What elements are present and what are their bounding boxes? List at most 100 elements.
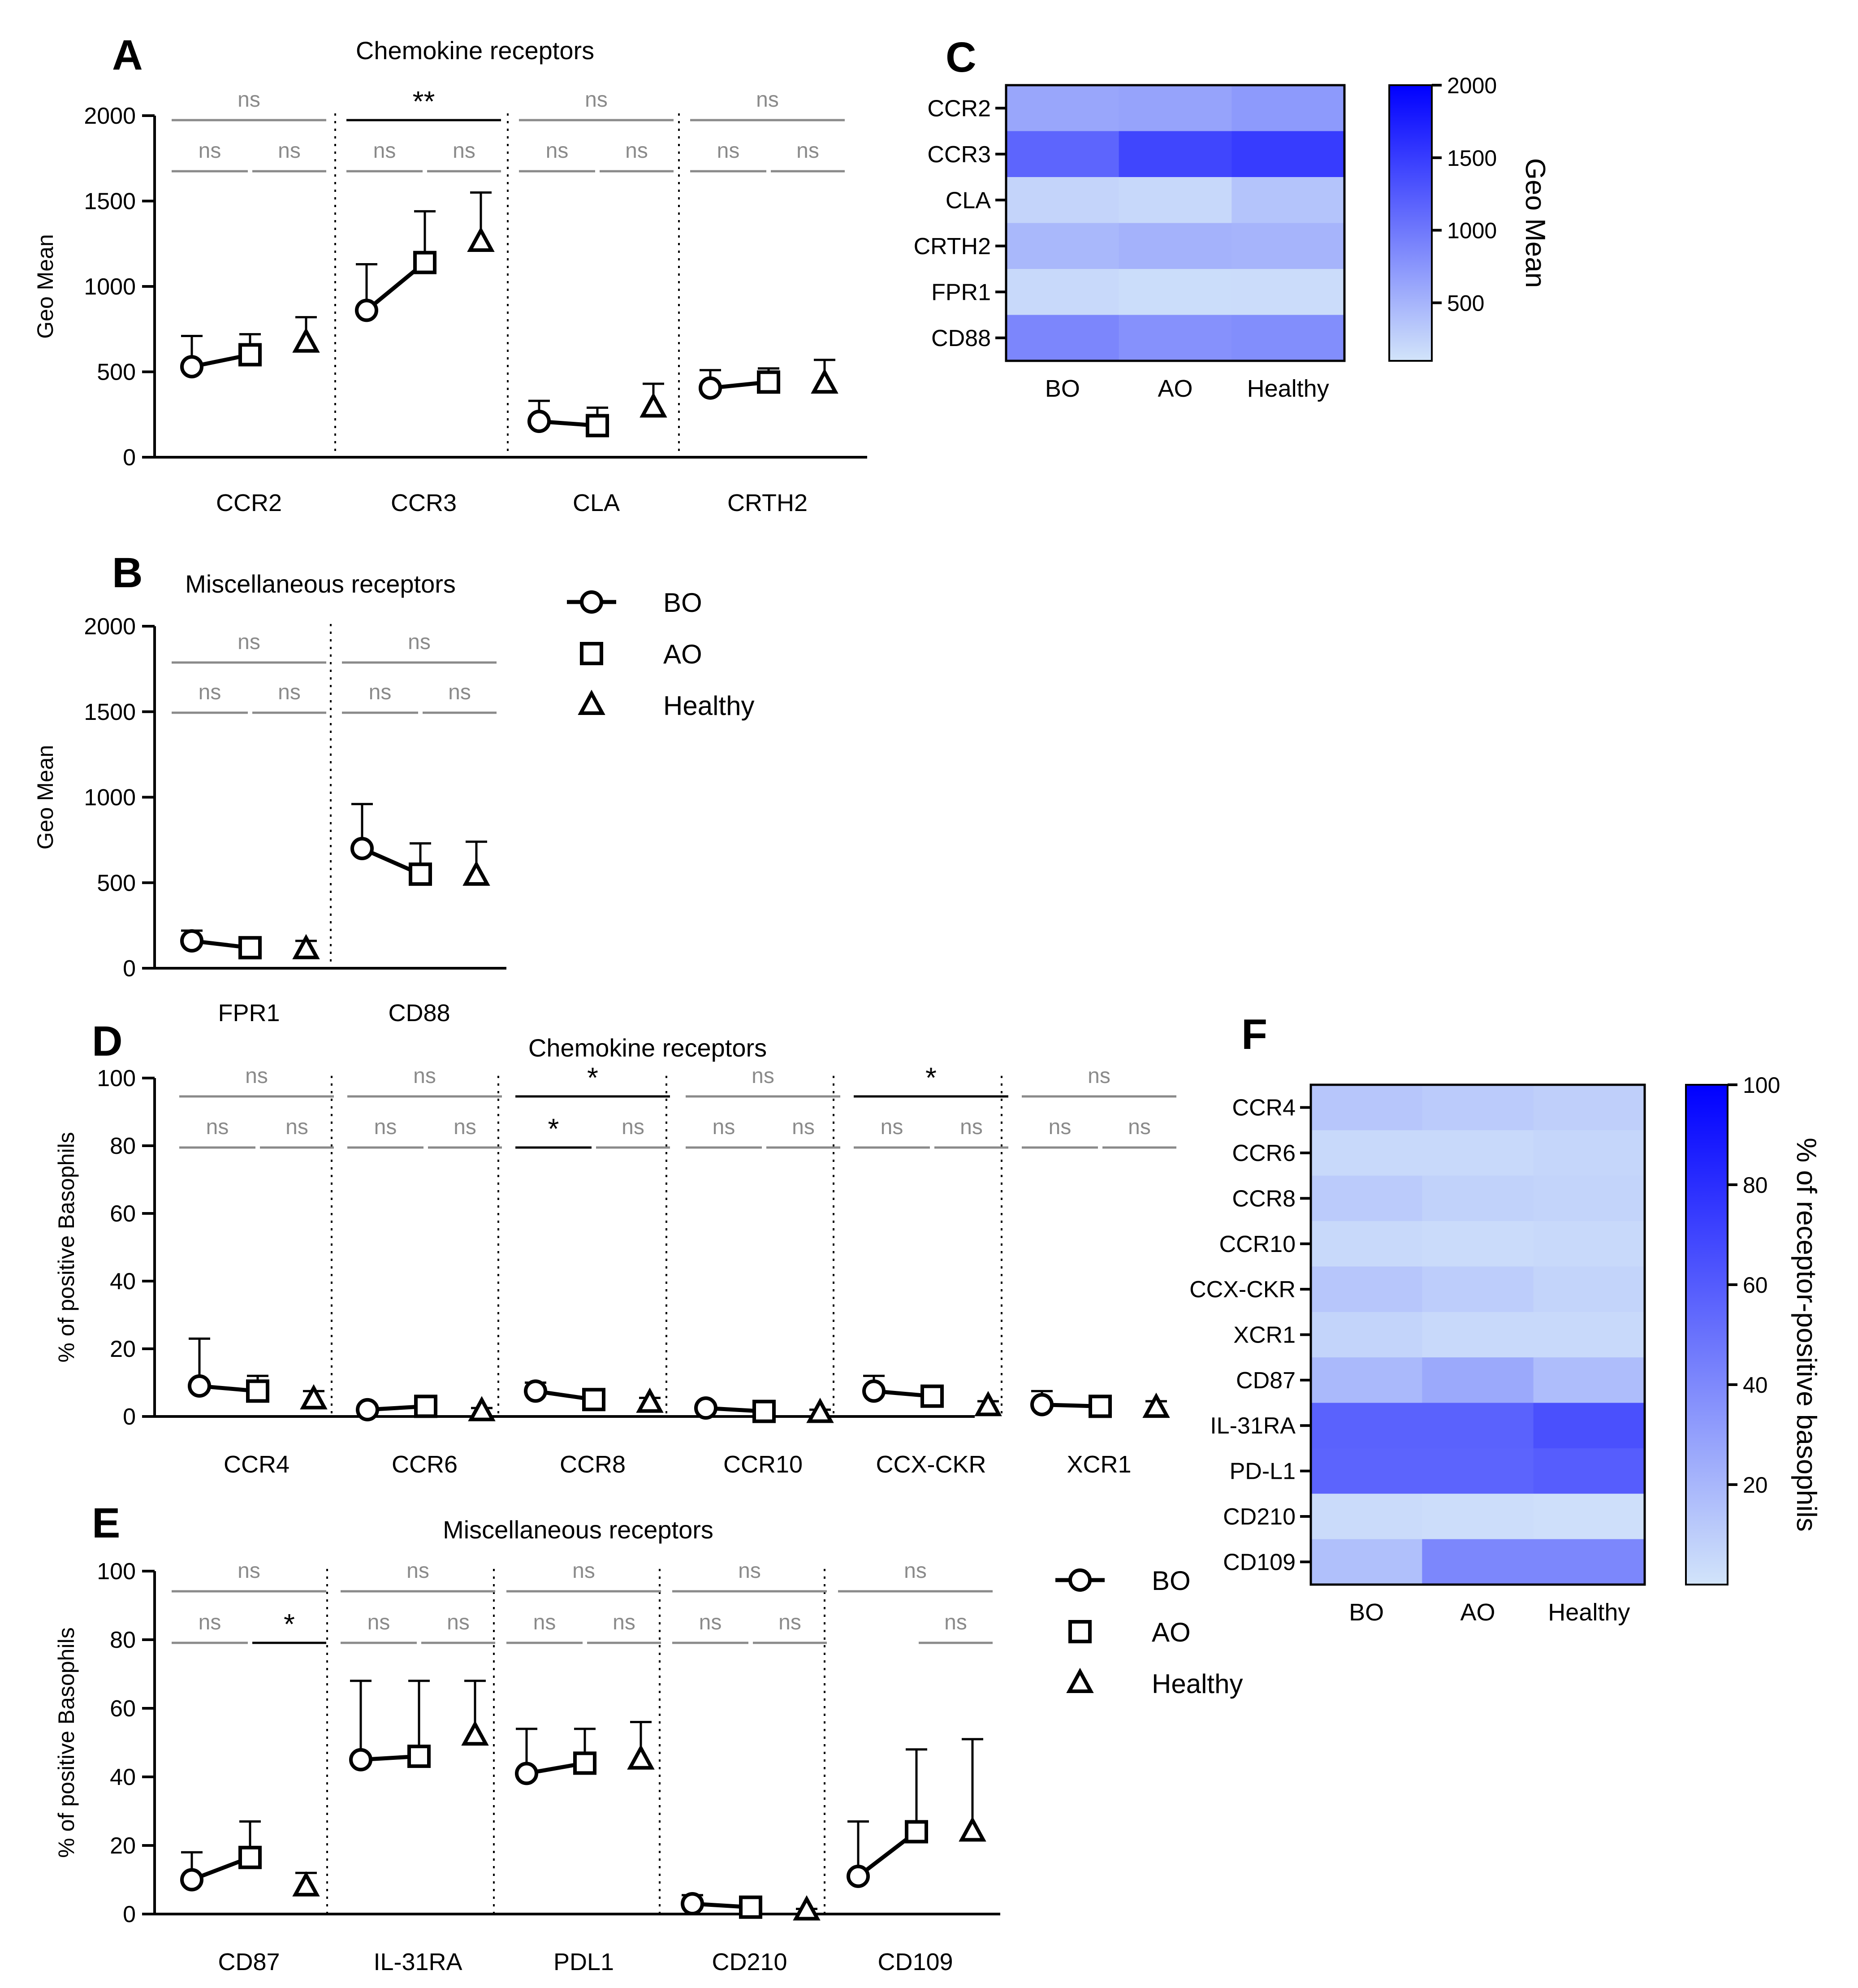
legend-square-icon — [580, 642, 603, 665]
y-tick-label: 80 — [110, 1133, 136, 1159]
heatmap-cell — [1533, 1539, 1645, 1585]
healthy-point — [1142, 1392, 1170, 1418]
panel-d-plot: 0 20 40 60 80 100 Chemokine receptors % of posi… — [54, 1034, 1176, 1478]
significance-label: ns — [413, 1064, 436, 1088]
bo-point — [699, 376, 722, 400]
y-tick-label: 40 — [110, 1269, 136, 1295]
ao-point — [238, 1845, 262, 1869]
heatmap-cell — [1422, 1130, 1534, 1176]
heatmap-cell — [1533, 1494, 1645, 1540]
ao-point — [238, 936, 262, 960]
bo-point — [847, 1864, 870, 1888]
significance-label: ns — [374, 1115, 397, 1139]
heatmap-cell — [1311, 1403, 1422, 1449]
category-label: CD87 — [218, 1949, 280, 1975]
significance-label: ns — [369, 680, 392, 704]
colorbar — [1685, 1084, 1728, 1585]
heatmap-cell — [1533, 1175, 1645, 1221]
heatmap-cell — [1119, 85, 1232, 131]
significance-label: ns — [717, 139, 740, 163]
significance-label: ns — [454, 1115, 476, 1139]
heatmap-cell — [1422, 1266, 1534, 1312]
legend-triangle-icon — [578, 689, 605, 715]
legend-label: Healthy — [1152, 1669, 1243, 1699]
significance-label: ns — [1049, 1115, 1072, 1139]
y-tick-label: 100 — [97, 1065, 136, 1091]
significance-label: ns — [622, 1115, 644, 1139]
panel-letter-b: B — [112, 549, 143, 597]
heatmap-cell — [1422, 1221, 1534, 1267]
category-label: CCX-CKR — [876, 1451, 986, 1478]
significance-label: ns — [792, 1115, 815, 1139]
heatmap-cell — [1311, 1494, 1422, 1540]
significance-label: ns — [699, 1611, 722, 1634]
significance-label: ns — [738, 1559, 761, 1583]
panel-c-heatmap: CCR2 CCR3 CLA CRTH2 FPR1 CD88 BO AO Healthy 500 10… — [914, 73, 1551, 402]
bo-point — [1030, 1393, 1054, 1416]
y-axis-label: % of positive Basophils — [54, 1132, 79, 1362]
significance-label: ns — [713, 1115, 735, 1139]
legend-label: BO — [663, 588, 702, 618]
y-tick-label: 0 — [123, 445, 136, 471]
y-tick-label: 80 — [110, 1627, 136, 1653]
heatmap-cell — [1422, 1085, 1534, 1130]
significance-label: ns — [373, 139, 396, 163]
panel-b-plot: 0 500 1000 1500 2000 Miscellaneous receptors G… — [33, 570, 506, 1026]
healthy-point — [292, 327, 320, 353]
heatmap-cell — [1533, 1403, 1645, 1449]
heatmap-cell — [1119, 223, 1232, 269]
legend-label: AO — [1152, 1617, 1191, 1647]
significance-label: ns — [447, 1611, 470, 1634]
heatmap-border — [1005, 84, 1346, 362]
healthy-point — [627, 1744, 655, 1770]
legend-circle-icon — [1068, 1568, 1092, 1592]
category-label: IL-31RA — [373, 1949, 462, 1975]
bo-point — [356, 1398, 379, 1421]
legend-top: BO AO Healthy — [567, 588, 754, 721]
significance-label: ns — [199, 139, 221, 163]
ao-point — [246, 1379, 269, 1403]
y-tick-label: 1500 — [84, 699, 136, 725]
y-tick-label: 500 — [97, 359, 136, 385]
ao-point — [238, 343, 262, 367]
row-label: CD210 — [1223, 1504, 1296, 1530]
significance-label: ** — [413, 85, 435, 117]
y-tick-label: 0 — [123, 1901, 136, 1927]
significance-label: ns — [206, 1115, 229, 1139]
category-label: CLA — [573, 489, 620, 516]
category-label: CCR3 — [391, 489, 457, 516]
heatmap-cell — [1533, 1221, 1645, 1267]
y-tick-label: 60 — [110, 1696, 136, 1722]
y-tick-label: 40 — [110, 1764, 136, 1790]
chart-title: Miscellaneous receptors — [443, 1516, 713, 1544]
y-axis-label: Geo Mean — [33, 234, 58, 338]
legend-square-icon — [1068, 1620, 1092, 1643]
colorbar-tick-label: 100 — [1743, 1073, 1780, 1098]
heatmap-cell — [1311, 1448, 1422, 1494]
colorbar-tick-label: 60 — [1743, 1273, 1768, 1298]
bo-point — [180, 1868, 203, 1892]
y-tick-label: 2000 — [84, 103, 136, 129]
ao-point — [905, 1820, 928, 1844]
healthy-point — [636, 1387, 664, 1413]
bo-point — [694, 1396, 717, 1420]
ao-point — [582, 1388, 605, 1412]
heatmap-cell — [1119, 177, 1232, 223]
bo-point — [180, 355, 203, 379]
heatmap-cell — [1311, 1221, 1422, 1267]
row-label: XCR1 — [1233, 1322, 1296, 1348]
heatmap-cell — [1311, 1312, 1422, 1358]
healthy-point — [806, 1398, 834, 1423]
bo-point — [527, 409, 551, 433]
heatmap-cell — [1119, 269, 1232, 315]
significance-label: ns — [613, 1611, 635, 1634]
significance-label: ns — [199, 1611, 221, 1634]
bo-point — [350, 836, 374, 860]
chart-title: Chemokine receptors — [356, 36, 594, 65]
y-tick-label: 1000 — [84, 274, 136, 300]
heatmap-cell — [1311, 1085, 1422, 1130]
row-label: PD-L1 — [1230, 1459, 1296, 1485]
legend-bottom: BO AO Healthy — [1055, 1566, 1243, 1699]
ao-point — [739, 1895, 762, 1919]
y-tick-label: 500 — [97, 870, 136, 896]
